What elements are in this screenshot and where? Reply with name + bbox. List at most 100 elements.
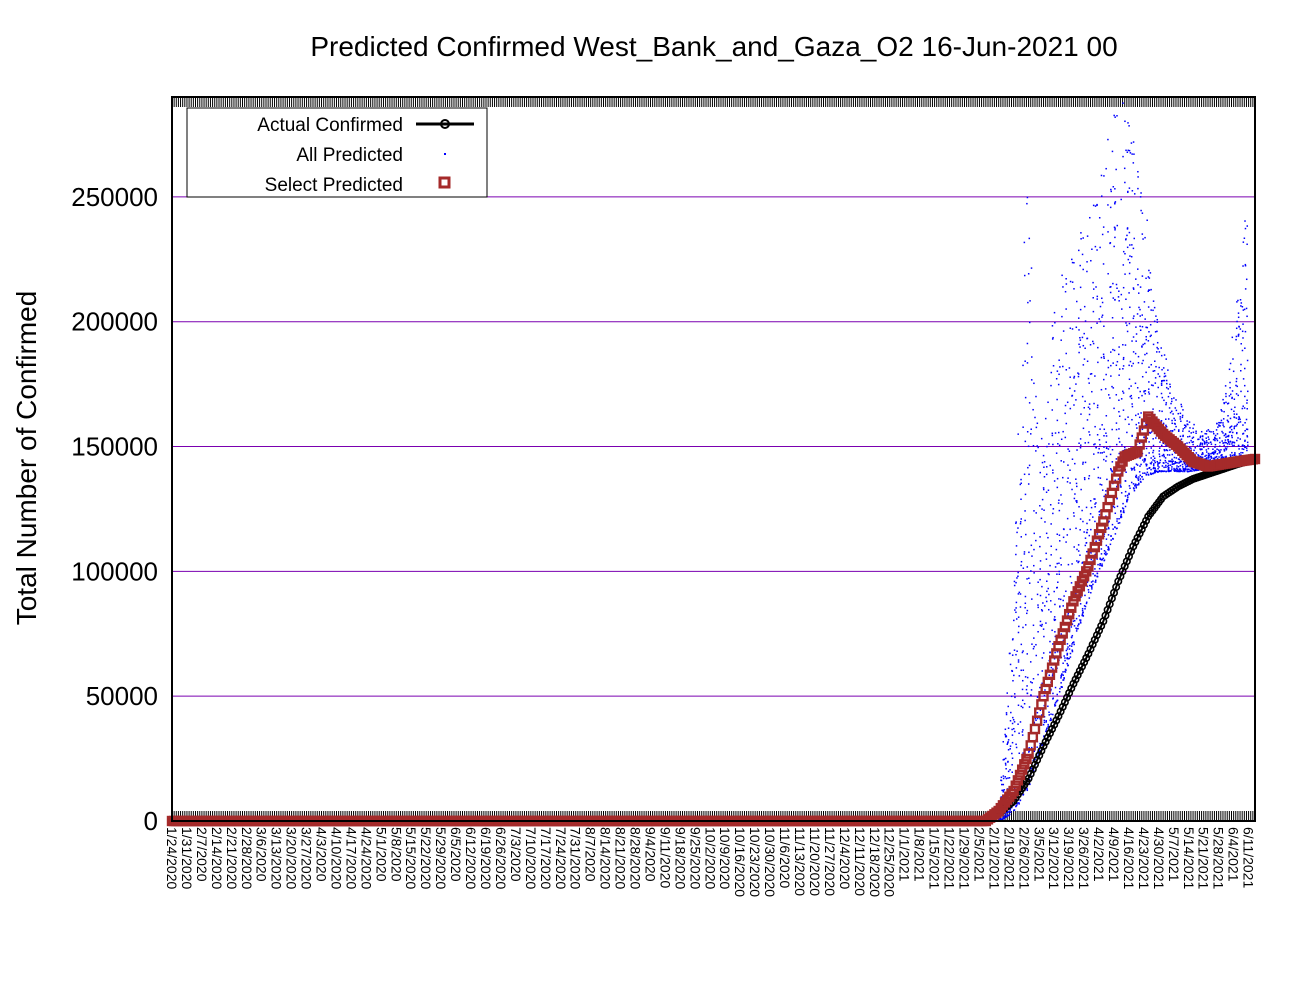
all-predicted-point bbox=[1134, 382, 1137, 385]
all-predicted-point bbox=[1056, 370, 1059, 372]
all-predicted-point bbox=[1159, 459, 1162, 461]
all-predicted-point bbox=[1067, 448, 1069, 450]
all-predicted-point bbox=[1179, 461, 1182, 463]
all-predicted-point bbox=[1011, 771, 1013, 773]
all-predicted-point bbox=[1112, 186, 1115, 188]
all-predicted-point bbox=[1142, 478, 1144, 481]
all-predicted-point bbox=[1133, 469, 1136, 471]
all-predicted-point bbox=[1105, 447, 1108, 450]
all-predicted-point bbox=[1122, 250, 1125, 253]
all-predicted-point bbox=[1094, 205, 1097, 207]
all-predicted-point bbox=[1242, 448, 1245, 451]
all-predicted-point bbox=[1081, 614, 1083, 617]
all-predicted-point bbox=[1246, 399, 1248, 402]
all-predicted-point bbox=[1244, 429, 1246, 432]
all-predicted-point bbox=[1069, 387, 1071, 390]
all-predicted-point bbox=[1094, 375, 1096, 377]
all-predicted-point bbox=[1144, 390, 1147, 392]
all-predicted-point bbox=[1154, 467, 1156, 470]
x-tick-label: 12/11/2020 bbox=[852, 827, 868, 896]
all-predicted-point bbox=[1135, 340, 1137, 342]
all-predicted-point bbox=[1026, 566, 1029, 568]
all-predicted-point bbox=[1242, 378, 1245, 380]
all-predicted-point bbox=[1136, 313, 1139, 315]
all-predicted-point bbox=[1040, 609, 1043, 611]
all-predicted-point bbox=[1050, 688, 1052, 691]
all-predicted-point bbox=[1021, 688, 1024, 691]
all-predicted-point bbox=[1237, 335, 1240, 337]
all-predicted-point bbox=[1141, 275, 1144, 277]
all-predicted-point bbox=[1035, 719, 1037, 722]
all-predicted-point bbox=[1047, 401, 1049, 404]
all-predicted-point bbox=[1214, 434, 1217, 437]
all-predicted-point bbox=[1046, 727, 1048, 729]
all-predicted-point bbox=[1125, 322, 1127, 324]
all-predicted-point bbox=[1242, 265, 1244, 267]
all-predicted-point bbox=[1071, 649, 1074, 652]
all-predicted-point bbox=[1242, 241, 1245, 243]
all-predicted-point bbox=[1182, 470, 1184, 473]
all-predicted-point bbox=[1049, 504, 1052, 506]
all-predicted-point bbox=[1223, 448, 1225, 451]
all-predicted-point bbox=[1210, 443, 1213, 445]
all-predicted-point bbox=[1096, 572, 1099, 575]
all-predicted-point bbox=[1201, 444, 1204, 446]
all-predicted-point bbox=[1179, 416, 1182, 418]
x-tick-label: 7/17/2020 bbox=[538, 827, 554, 889]
all-predicted-point bbox=[1122, 502, 1124, 505]
all-predicted-point bbox=[1018, 675, 1021, 677]
all-predicted-point bbox=[1041, 670, 1044, 672]
all-predicted-point bbox=[1074, 462, 1076, 465]
all-predicted-point bbox=[1029, 681, 1032, 683]
all-predicted-point bbox=[1094, 498, 1096, 500]
all-predicted-point bbox=[1233, 444, 1235, 447]
all-predicted-point bbox=[1145, 465, 1148, 467]
all-predicted-point bbox=[1062, 605, 1064, 607]
all-predicted-point bbox=[1092, 342, 1095, 345]
all-predicted-point bbox=[1182, 430, 1184, 432]
all-predicted-point bbox=[1227, 438, 1229, 441]
all-predicted-point bbox=[1115, 443, 1118, 446]
all-predicted-point bbox=[1195, 432, 1197, 434]
all-predicted-point bbox=[1143, 400, 1146, 402]
all-predicted-point bbox=[1073, 643, 1075, 646]
all-predicted-point bbox=[1158, 453, 1161, 455]
all-predicted-point bbox=[1107, 448, 1110, 450]
all-predicted-point bbox=[1235, 380, 1238, 383]
all-predicted-point bbox=[1197, 454, 1199, 456]
all-predicted-point bbox=[1131, 403, 1133, 405]
all-predicted-point bbox=[1212, 457, 1215, 460]
select-predicted-point bbox=[1087, 548, 1098, 559]
all-predicted-point bbox=[1122, 510, 1125, 512]
all-predicted-point bbox=[1100, 548, 1103, 550]
all-predicted-point bbox=[1045, 600, 1048, 603]
all-predicted-point bbox=[1154, 471, 1156, 474]
all-predicted-point bbox=[1227, 415, 1229, 417]
all-predicted-point bbox=[1043, 716, 1046, 718]
all-predicted-point bbox=[1230, 425, 1233, 427]
all-predicted-point bbox=[1036, 445, 1038, 447]
all-predicted-point bbox=[1205, 437, 1208, 439]
all-predicted-point bbox=[1184, 467, 1187, 470]
all-predicted-point bbox=[1108, 394, 1110, 396]
all-predicted-point bbox=[1131, 153, 1133, 155]
all-predicted-point bbox=[1216, 439, 1219, 442]
all-predicted-point bbox=[1152, 459, 1154, 461]
all-predicted-point bbox=[1221, 440, 1223, 442]
all-predicted-point bbox=[1083, 407, 1085, 409]
all-predicted-point bbox=[1143, 472, 1146, 474]
all-predicted-point bbox=[1180, 405, 1183, 408]
all-predicted-point bbox=[1158, 470, 1160, 472]
all-predicted-point bbox=[1035, 395, 1037, 398]
all-predicted-point bbox=[1064, 659, 1066, 662]
all-predicted-point bbox=[1089, 344, 1092, 346]
all-predicted-point bbox=[1059, 687, 1061, 690]
all-predicted-point bbox=[1054, 686, 1057, 689]
all-predicted-point bbox=[1171, 422, 1173, 425]
all-predicted-point bbox=[1036, 422, 1039, 425]
all-predicted-point bbox=[1080, 596, 1082, 599]
all-predicted-point bbox=[1155, 437, 1157, 439]
all-predicted-point bbox=[1215, 455, 1218, 458]
all-predicted-point bbox=[1157, 462, 1159, 464]
all-predicted-point bbox=[1082, 520, 1084, 523]
